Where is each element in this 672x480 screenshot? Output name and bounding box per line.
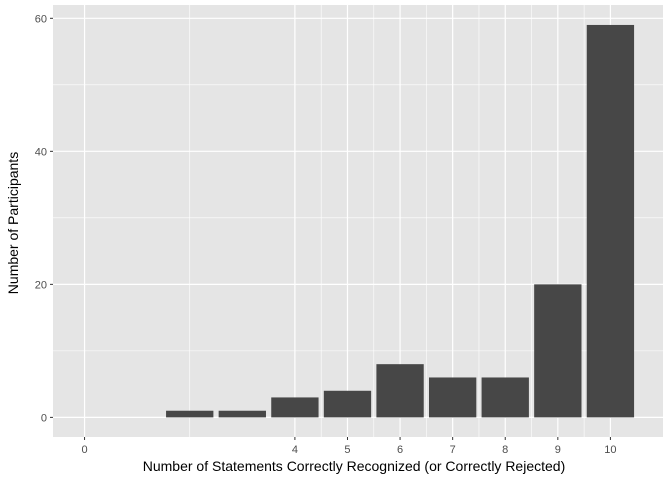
- bar-x-4: [271, 397, 319, 418]
- bar-x-9: [534, 284, 582, 418]
- bar-x-5: [323, 390, 372, 418]
- bar-x-6: [376, 364, 424, 418]
- x-tick-label: 7: [450, 444, 456, 456]
- y-tick-label: 60: [35, 13, 47, 25]
- bar-x-10: [586, 24, 635, 418]
- bar-x-3: [218, 410, 266, 418]
- bar-x-8: [481, 377, 529, 418]
- y-axis: 0 20 40 60: [35, 13, 53, 424]
- y-tick-label: 0: [41, 412, 47, 424]
- x-axis-title: Number of Statements Correctly Recognize…: [143, 458, 566, 474]
- x-tick-label: 0: [81, 444, 87, 456]
- x-tick-label: 8: [502, 444, 508, 456]
- bars: [166, 24, 635, 418]
- x-tick-label: 9: [555, 444, 561, 456]
- y-axis-title: Number of Participants: [5, 152, 21, 294]
- y-tick-label: 20: [35, 279, 47, 291]
- x-axis: 0 4 5 6 7 8 9 10: [81, 437, 617, 456]
- minor-gridlines: [53, 5, 663, 437]
- x-tick-label: 5: [344, 444, 350, 456]
- bar-x-7: [428, 377, 477, 418]
- x-tick-label: 10: [604, 444, 616, 456]
- x-tick-label: 4: [292, 444, 298, 456]
- bar-x-2: [166, 410, 214, 418]
- y-tick-label: 40: [35, 146, 47, 158]
- x-tick-label: 6: [397, 444, 403, 456]
